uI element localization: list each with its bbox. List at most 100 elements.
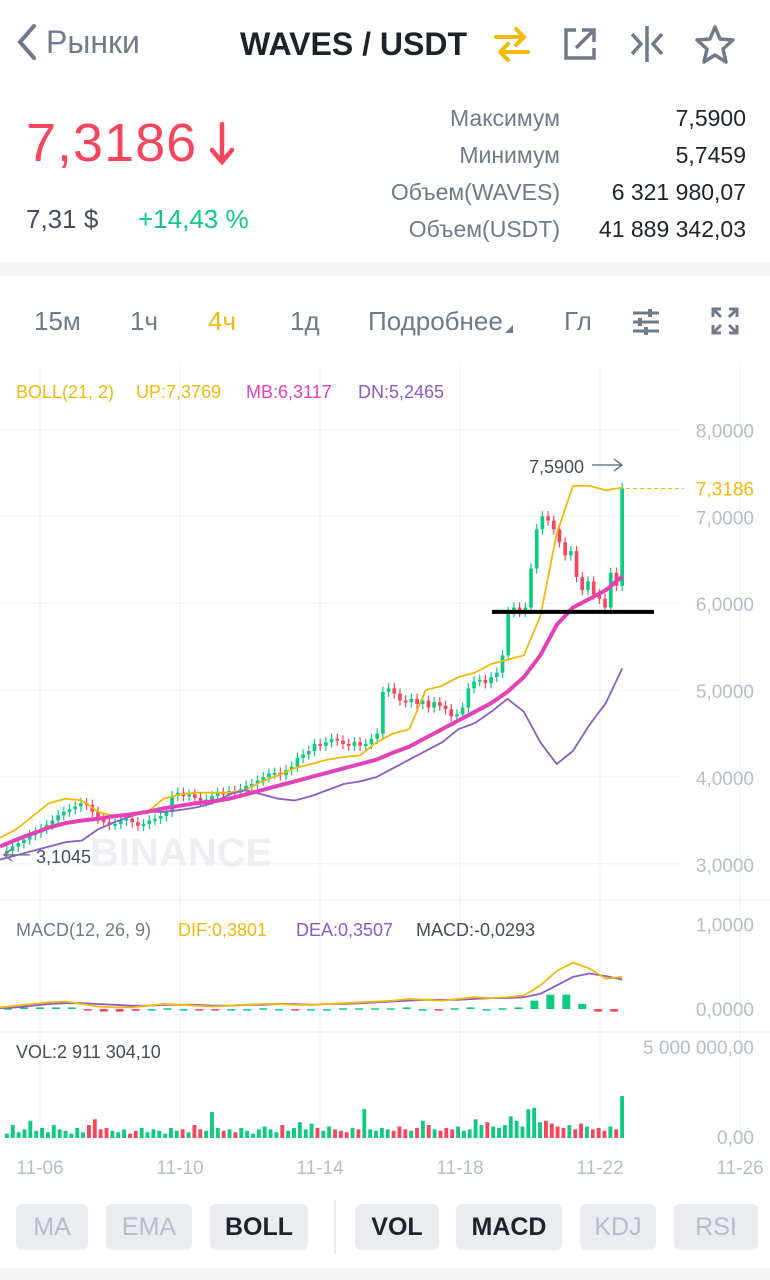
volume-bar: [374, 1130, 378, 1138]
candle-body: [563, 542, 568, 556]
volume-bar: [467, 1129, 472, 1138]
volume-bar: [145, 1132, 150, 1138]
settings-sliders-icon[interactable]: [630, 306, 662, 338]
candle-body: [341, 740, 345, 744]
macd-hist-value: MACD:-0,0293: [416, 920, 535, 940]
tab-4h[interactable]: 4ч: [208, 306, 237, 336]
macd-histogram-bar: [562, 994, 571, 1010]
volume-bar: [169, 1127, 173, 1138]
volume-bar: [40, 1127, 45, 1138]
volume-bar: [461, 1130, 466, 1138]
tab-ma[interactable]: MA: [16, 1204, 88, 1250]
macd-histogram-bar: [610, 1009, 619, 1012]
stat-key: Максимум: [449, 105, 560, 131]
tab-depth[interactable]: Гл: [564, 306, 592, 336]
tab-1h[interactable]: 1ч: [130, 306, 159, 336]
macd-histogram-bar: [211, 1009, 220, 1011]
candle-body: [460, 707, 465, 715]
candle-body: [56, 815, 60, 821]
price-chart[interactable]: 8,0000 7,0000 6,0000 5,0000 4,0000 3,0000 BINA…: [0, 366, 770, 1188]
candle-body: [386, 688, 391, 692]
volume-bar: [362, 1109, 367, 1138]
tab-ema[interactable]: EMA: [106, 1204, 192, 1250]
volume-bar: [397, 1126, 402, 1138]
tab-rsi[interactable]: RSI: [674, 1204, 758, 1250]
candle-body: [375, 733, 380, 739]
volume-bar: [491, 1126, 496, 1138]
macd-histogram-bar: [275, 1009, 284, 1011]
macd-histogram-bar: [307, 1009, 316, 1011]
tab-macd[interactable]: MACD: [456, 1204, 562, 1250]
volume-bar: [438, 1130, 443, 1138]
volume-bar: [590, 1129, 595, 1138]
y-tick-label: 7,0000: [696, 508, 754, 529]
volume-bar: [403, 1129, 408, 1138]
boll-up-value: UP:7,3769: [136, 382, 221, 402]
tab-1d[interactable]: 1д: [290, 306, 320, 336]
macd-histogram-bar: [482, 1009, 491, 1011]
macd-histogram-bar: [386, 1008, 395, 1010]
volume-bar: [227, 1129, 232, 1138]
volume-bar: [180, 1129, 185, 1138]
share-icon[interactable]: [562, 24, 598, 64]
y-tick-label: 4,0000: [696, 769, 754, 790]
volume-bar: [239, 1127, 244, 1138]
volume-bar: [549, 1123, 554, 1138]
volume-bar: [292, 1127, 296, 1138]
y-tick-label: 6,0000: [696, 595, 754, 616]
macd-histogram-bar: [19, 1007, 28, 1010]
volume-bar: [321, 1130, 326, 1138]
compare-icon[interactable]: [628, 24, 666, 64]
volume-bar: [233, 1132, 238, 1138]
volume-bar: [303, 1129, 308, 1138]
star-icon[interactable]: [694, 24, 736, 64]
vol-y-tick-label: 0,00: [717, 1128, 754, 1149]
volume-bar: [432, 1129, 437, 1138]
candle-body: [329, 738, 334, 743]
macd-dif-value: DIF:0,3801: [178, 920, 267, 940]
fullscreen-icon[interactable]: [710, 306, 740, 336]
candle-body: [477, 679, 482, 682]
candle-body: [381, 691, 385, 734]
tab-kdj[interactable]: KDJ: [580, 1204, 656, 1250]
macd-dif-line: [0, 961, 623, 1009]
volume-bar: [514, 1120, 519, 1138]
tab-vol[interactable]: VOL: [355, 1204, 439, 1250]
volume-bar: [268, 1129, 273, 1138]
macd-histogram-bar: [259, 1008, 268, 1010]
candle-body: [147, 820, 152, 824]
change-percent: +14,43 %: [138, 204, 249, 234]
back-button[interactable]: Рынки: [14, 22, 140, 62]
volume-bar: [57, 1129, 62, 1138]
volume-bar: [215, 1127, 220, 1138]
volume-bar: [385, 1129, 390, 1138]
volume-bar: [420, 1120, 425, 1138]
pair-title[interactable]: WAVES / USDT: [240, 26, 467, 62]
candle-body: [580, 577, 585, 591]
boll-mb-value: MB:6,3117: [246, 382, 332, 402]
tab-15m[interactable]: 15м: [34, 306, 81, 336]
candle-body: [101, 818, 106, 823]
candle-body: [557, 529, 562, 543]
candle-body: [597, 594, 602, 599]
swap-arrows-icon[interactable]: [492, 24, 532, 64]
tab-boll[interactable]: BOLL: [210, 1204, 308, 1250]
indicator-tabs: MA EMA BOLL VOL MACD KDJ RSI: [0, 1198, 770, 1258]
macd-y-tick-label: 1,0000: [696, 915, 754, 936]
candle-body: [249, 783, 254, 786]
macd-histogram-bar: [578, 1004, 587, 1010]
volume-bar: [16, 1132, 21, 1138]
candle-body: [193, 794, 197, 798]
macd-histogram-bar: [115, 1009, 124, 1012]
tab-more[interactable]: Подробнее: [368, 306, 513, 337]
candle-body: [426, 700, 431, 708]
x-tick-label: 11-18: [436, 1158, 483, 1179]
volume-bar: [602, 1130, 607, 1138]
volume-bar: [46, 1132, 50, 1138]
macd-histogram-bar: [243, 1009, 252, 1011]
y-tick-label: 5,0000: [696, 682, 754, 703]
candle-body: [546, 516, 550, 521]
candle-body: [574, 551, 579, 578]
y-tick-label: 3,0000: [696, 856, 754, 877]
volume-bar: [139, 1127, 144, 1138]
